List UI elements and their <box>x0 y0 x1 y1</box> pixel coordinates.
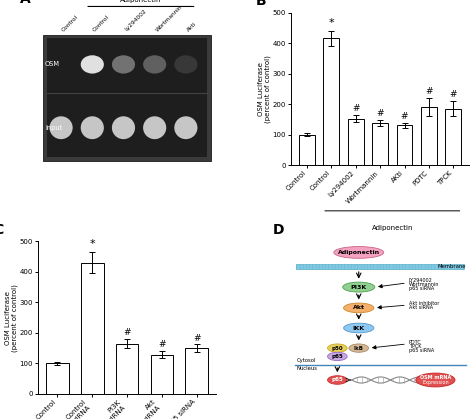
Ellipse shape <box>49 55 73 74</box>
Bar <box>397 125 412 165</box>
Bar <box>323 39 339 165</box>
Ellipse shape <box>328 344 347 352</box>
Text: #: # <box>123 328 131 337</box>
Bar <box>81 263 103 394</box>
Text: PDTC: PDTC <box>409 340 421 345</box>
Ellipse shape <box>143 116 166 139</box>
Text: IKK: IKK <box>353 326 365 331</box>
Text: Akt: Akt <box>353 305 365 310</box>
Text: A: A <box>20 0 31 6</box>
Text: Control: Control <box>92 14 111 32</box>
Text: #: # <box>158 340 165 349</box>
Bar <box>185 348 208 394</box>
Bar <box>421 107 437 165</box>
Text: Cytosol: Cytosol <box>296 358 316 363</box>
Text: #: # <box>425 87 433 96</box>
Ellipse shape <box>343 282 375 292</box>
Bar <box>43 36 211 160</box>
Ellipse shape <box>143 55 166 74</box>
Ellipse shape <box>112 55 135 74</box>
Ellipse shape <box>81 116 104 139</box>
Text: *: * <box>90 239 95 249</box>
Text: #: # <box>376 109 384 118</box>
Bar <box>299 134 315 165</box>
Text: Nucleus: Nucleus <box>296 366 318 371</box>
Text: p65: p65 <box>331 354 343 359</box>
Text: C: C <box>0 223 4 237</box>
Bar <box>46 363 69 394</box>
Text: p65: p65 <box>331 378 343 383</box>
Text: Akt siRNA: Akt siRNA <box>409 305 433 310</box>
Text: Akt inhibitor: Akt inhibitor <box>409 301 439 306</box>
Text: p65 siRNA: p65 siRNA <box>409 347 434 352</box>
Text: Adiponectin: Adiponectin <box>120 0 162 3</box>
Text: p65 siRNA: p65 siRNA <box>409 286 434 291</box>
Text: B: B <box>255 0 266 8</box>
Ellipse shape <box>174 55 198 74</box>
Text: OSM: OSM <box>45 62 60 67</box>
Text: Wortmannin: Wortmannin <box>409 282 439 287</box>
Bar <box>348 119 364 165</box>
Y-axis label: OSM Luciferase
(percent of control): OSM Luciferase (percent of control) <box>5 284 18 352</box>
Text: Control: Control <box>61 14 80 32</box>
Ellipse shape <box>328 376 347 384</box>
Text: IkB: IkB <box>354 346 364 351</box>
Text: Adiponectin: Adiponectin <box>372 225 413 230</box>
Text: *: * <box>328 18 334 28</box>
Ellipse shape <box>344 323 374 333</box>
Ellipse shape <box>81 55 104 74</box>
Ellipse shape <box>416 373 455 387</box>
Text: #: # <box>401 112 408 121</box>
Ellipse shape <box>344 303 374 313</box>
Text: Input: Input <box>45 125 62 131</box>
Text: Expression: Expression <box>422 380 449 385</box>
Ellipse shape <box>112 116 135 139</box>
Bar <box>116 344 138 394</box>
Text: Akti: Akti <box>186 21 197 32</box>
Bar <box>296 264 464 269</box>
Ellipse shape <box>174 116 198 139</box>
Text: LY294002: LY294002 <box>409 278 432 283</box>
Bar <box>47 39 207 158</box>
Text: #: # <box>449 90 457 99</box>
Ellipse shape <box>334 246 384 259</box>
Text: #: # <box>352 104 359 113</box>
Text: Wortmannin: Wortmannin <box>155 4 183 32</box>
Text: OSM mRNA: OSM mRNA <box>420 375 451 380</box>
Text: PI3K: PI3K <box>351 285 367 290</box>
Ellipse shape <box>328 352 347 361</box>
Text: Adiponectin: Adiponectin <box>337 250 380 255</box>
Ellipse shape <box>49 116 73 139</box>
Text: TPCK: TPCK <box>409 344 421 349</box>
Text: Ly294002: Ly294002 <box>123 8 147 32</box>
Text: #: # <box>193 334 201 343</box>
Bar <box>151 355 173 394</box>
Bar <box>445 109 461 165</box>
Text: Membrane: Membrane <box>437 264 465 269</box>
Text: p50: p50 <box>331 346 343 351</box>
Y-axis label: OSM Luciferase
(percent of control): OSM Luciferase (percent of control) <box>258 55 271 123</box>
Ellipse shape <box>349 344 369 352</box>
Bar <box>372 123 388 165</box>
Text: D: D <box>273 223 285 237</box>
